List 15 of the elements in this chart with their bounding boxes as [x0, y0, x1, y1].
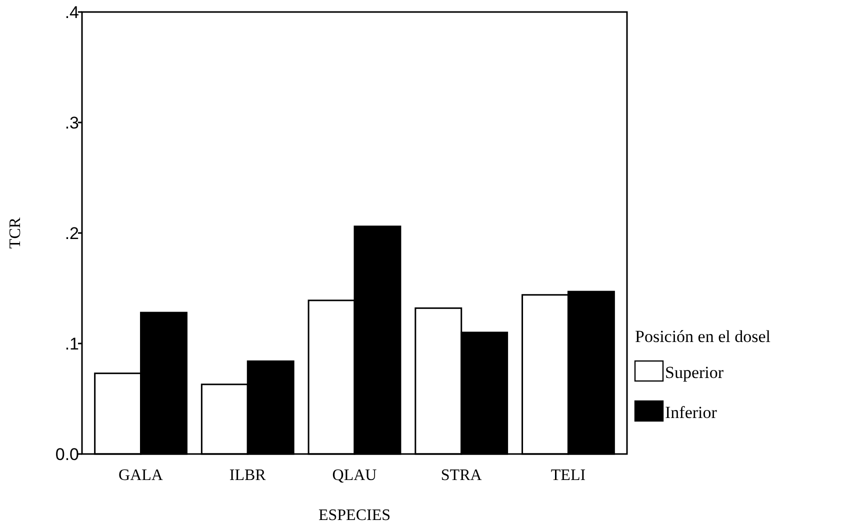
y-tick-label: .2	[64, 224, 79, 243]
x-tick-label: GALA	[118, 467, 164, 484]
y-tick-label: .1	[64, 334, 79, 354]
legend-title: Posición en el dosel	[635, 327, 771, 346]
y-tick-label: 0.0	[55, 444, 79, 464]
x-axis-title: ESPECIES	[318, 507, 391, 524]
y-axis-title: TCR	[7, 217, 24, 249]
x-tick-label: TELI	[550, 467, 586, 484]
y-tick-label: .4	[64, 2, 79, 22]
legend-label: Superior	[665, 363, 724, 382]
x-tick-label: ILBR	[229, 467, 266, 484]
y-tick-label: .3	[64, 113, 79, 132]
x-tick-label: QLAU	[332, 467, 378, 484]
x-tick-label: STRA	[440, 467, 482, 484]
legend-label: Inferior	[665, 403, 718, 422]
